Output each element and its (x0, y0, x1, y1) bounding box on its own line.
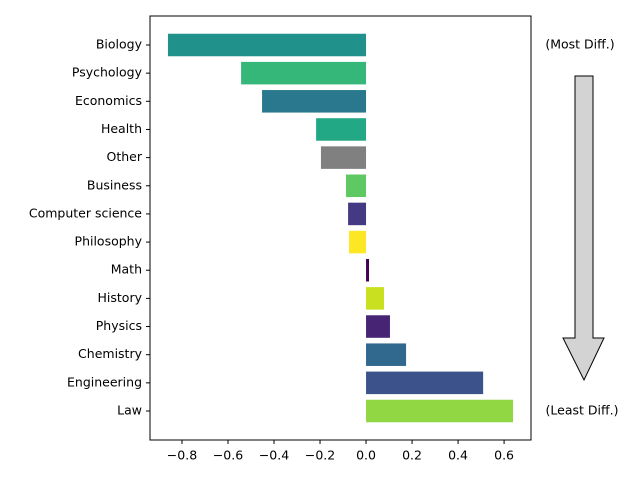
bar (349, 230, 367, 254)
bar (320, 146, 367, 169)
bar (366, 343, 407, 366)
bar (167, 33, 367, 57)
annotation: (Least Diff.) (546, 403, 619, 418)
bar (262, 90, 367, 113)
x-tick-label: 0.6 (494, 448, 514, 463)
bar (346, 174, 367, 198)
y-tick-label: Other (107, 149, 143, 164)
x-tick-label: 0.0 (356, 448, 376, 463)
plot-frame (149, 15, 532, 441)
y-tick-label: Business (87, 177, 142, 192)
y-tick-label: Psychology (72, 65, 143, 80)
y-tick-label: Philosophy (75, 234, 143, 249)
y-tick-label: History (98, 290, 143, 305)
y-tick-label: Economics (75, 93, 142, 108)
bar (366, 399, 514, 423)
bar (241, 61, 367, 85)
x-tick-label: −0.4 (259, 448, 289, 463)
x-tick-label: −0.8 (167, 448, 197, 463)
bar (366, 258, 370, 282)
bar (348, 202, 367, 226)
y-tick-label: Math (111, 262, 142, 277)
bar (316, 118, 367, 141)
y-tick-label: Computer science (29, 205, 142, 220)
bar (366, 287, 384, 310)
x-tick-label: 0.4 (448, 448, 468, 463)
bar (366, 371, 484, 395)
x-tick-label: −0.6 (213, 448, 243, 463)
x-tick-label: −0.2 (305, 448, 335, 463)
y-tick-label: Biology (96, 36, 143, 51)
bar (366, 315, 390, 338)
arrow (562, 75, 605, 382)
y-tick-label: Physics (96, 318, 142, 333)
annotation: (Most Diff.) (545, 37, 614, 52)
x-tick-label: 0.2 (402, 448, 422, 463)
y-tick-label: Law (117, 403, 142, 418)
y-tick-label: Health (101, 121, 142, 136)
y-tick-label: Chemistry (78, 346, 143, 361)
y-tick-label: Engineering (67, 374, 142, 389)
